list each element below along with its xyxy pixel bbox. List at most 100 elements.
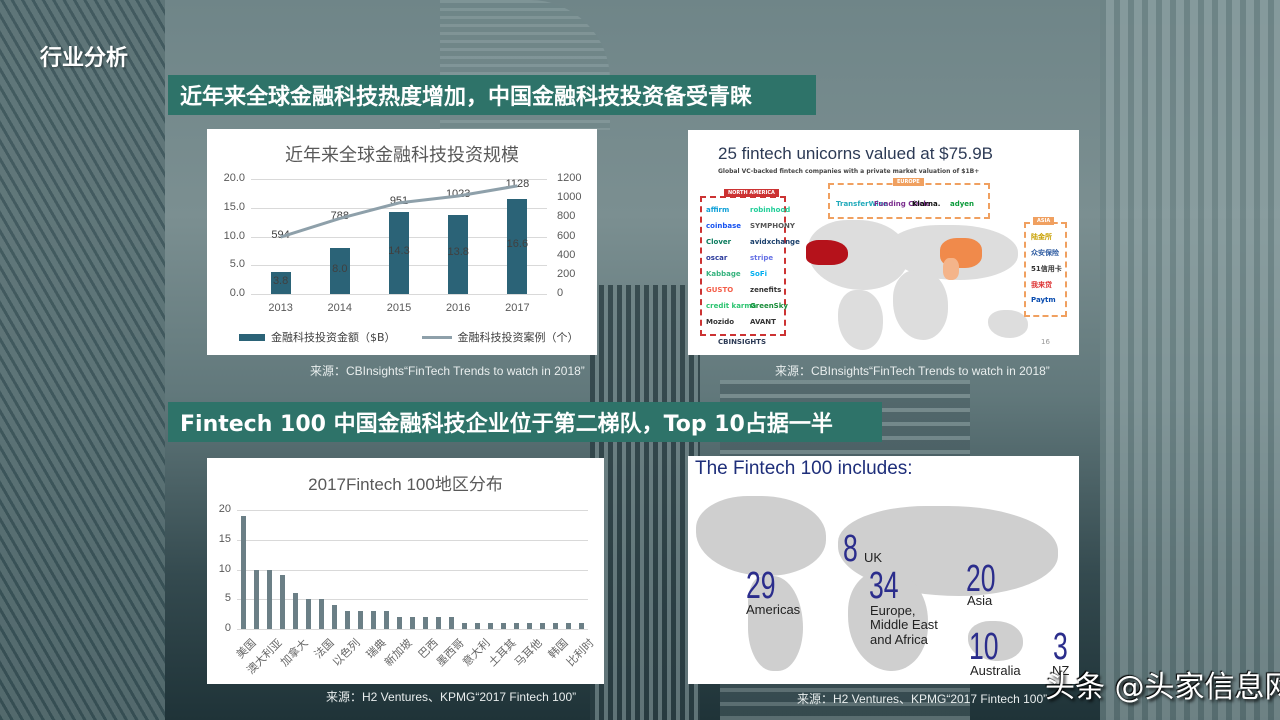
australia-count: 10 — [969, 626, 999, 668]
legend-bar-swatch — [239, 333, 265, 341]
bar — [267, 569, 272, 629]
bar — [488, 623, 493, 629]
page-number: 16 — [1041, 338, 1050, 346]
section-title: 行业分析 — [40, 46, 129, 71]
x-tick: 2015 — [386, 302, 412, 314]
cbinsights-logo: CBINSIGHTS — [718, 338, 767, 346]
background-building-mid — [590, 285, 700, 720]
company-logo: AVANT — [750, 318, 776, 326]
company-logo: zenefits — [750, 286, 782, 294]
gridline — [237, 539, 588, 541]
company-logo: credit karma — [706, 302, 757, 310]
x-tick: 新加坡 — [381, 636, 415, 669]
y-right-tick: 800 — [557, 210, 576, 223]
y-left-tick: 20.0 — [223, 172, 245, 184]
unicorns-map-image: 25 fintech unicorns valued at $75.9B Glo… — [688, 130, 1079, 355]
map-africa — [893, 270, 948, 340]
company-logo: Klarna. — [912, 200, 941, 208]
x-tick: 土耳其 — [485, 636, 519, 669]
company-logo: 众安保险 — [1031, 249, 1059, 257]
company-logo: stripe — [750, 254, 774, 262]
y-left-tick: 10.0 — [223, 229, 245, 242]
company-logo: adyen — [950, 200, 975, 208]
x-tick: 2013 — [268, 302, 293, 314]
y-tick: 5 — [224, 592, 231, 605]
x-tick: 2017 — [505, 302, 530, 314]
x-tick: 比利时 — [563, 636, 597, 669]
gridline — [237, 569, 588, 571]
bar — [306, 599, 311, 629]
asia-tag: ASIA — [1033, 217, 1055, 225]
bar — [410, 617, 415, 629]
bar — [345, 611, 350, 629]
fintech100-map-title: The Fintech 100 includes: — [695, 458, 913, 479]
y-right-tick: 1000 — [557, 191, 582, 204]
nz-count: 3 — [1053, 626, 1068, 668]
banner-investment-heat: 近年来全球金融科技热度增加，中国金融科技投资备受青睐 — [168, 75, 816, 115]
map-africa — [848, 571, 928, 671]
chart-title: 近年来全球金融科技投资规模 — [285, 145, 519, 166]
map-south-america — [838, 290, 883, 350]
y-right-tick: 400 — [557, 248, 576, 261]
bar — [579, 623, 584, 629]
legend-line-label: 金融科技投资案例（个） — [457, 331, 579, 344]
company-logo: Paytm — [1031, 296, 1056, 304]
chart-title: 2017Fintech 100地区分布 — [308, 475, 503, 494]
banner-fintech100: Fintech 100 中国金融科技企业位于第二梯队，Top 10占据一半 — [168, 402, 882, 442]
bar — [384, 611, 389, 629]
bar — [329, 248, 350, 294]
y-tick: 10 — [218, 562, 231, 575]
x-tick: 墨西哥 — [433, 636, 467, 669]
bar — [319, 599, 324, 629]
y-tick: 15 — [218, 532, 231, 545]
bar — [332, 605, 337, 629]
y-tick: 0 — [224, 622, 231, 634]
y-tick: 20 — [218, 503, 231, 515]
americas-label: Americas — [746, 602, 801, 617]
x-tick: 意大利 — [459, 636, 493, 669]
bar — [527, 623, 532, 629]
bar — [501, 623, 506, 629]
source-note-1: 来源：CBInsights“FinTech Trends to watch in… — [310, 364, 585, 378]
uk-count: 8 — [843, 528, 858, 570]
company-logo: 陆金所 — [1031, 233, 1052, 241]
bar — [553, 623, 558, 629]
bar — [389, 211, 409, 294]
bar — [449, 617, 454, 629]
company-logo: avidxchange — [750, 238, 800, 246]
company-logo: 51信用卡 — [1031, 265, 1062, 273]
bar-value-label: 14.3 — [388, 244, 410, 257]
line-value-label: 594 — [271, 229, 290, 242]
map-australia — [968, 621, 1023, 661]
gridline — [251, 294, 547, 295]
bar — [507, 198, 528, 294]
chart-legend: 金融科技投资金额（$B） 金融科技投资案例（个） — [239, 329, 579, 345]
y-right-tick: 200 — [557, 267, 576, 280]
background-building-left — [0, 0, 165, 720]
emea-count: 34 — [869, 565, 899, 607]
asia-count: 20 — [966, 558, 996, 600]
company-logo: GUSTO — [706, 286, 734, 294]
bar-value-label: 13.8 — [447, 246, 469, 259]
company-logo: Funding Circle — [874, 200, 931, 208]
bar-value-label: 8.0 — [332, 263, 348, 275]
company-logo: SYMPHONY — [750, 222, 795, 230]
bar — [397, 617, 402, 629]
americas-count: 29 — [746, 565, 776, 607]
source-note-3: 来源：H2 Ventures、KPMG“2017 Fintech 100” — [326, 690, 577, 704]
europe-tag: EUROPE — [893, 178, 924, 186]
unicorns-title: 25 fintech unicorns valued at $75.9B — [718, 144, 994, 163]
investment-scale-chart: 近年来全球金融科技投资规模 0.0 5.0 10.0 15.0 20.0 0 200 400 6… — [207, 129, 597, 355]
company-logo: robinhood — [750, 206, 791, 214]
fintech100-region-chart: 2017Fintech 100地区分布 0 5 10 15 20 美国 澳大利亚 加拿大 法国以… — [207, 458, 604, 684]
gridline — [251, 179, 547, 180]
emea-label: Europe, Middle East and Africa — [870, 603, 938, 647]
bar — [475, 623, 480, 629]
bar — [371, 611, 376, 629]
bar — [514, 623, 519, 629]
y-right-tick: 1200 — [557, 172, 582, 184]
source-note-2: 来源：CBInsights“FinTech Trends to watch in… — [775, 364, 1050, 378]
bar — [280, 575, 285, 629]
gridline — [237, 629, 588, 630]
source-note-4: 来源：H2 Ventures、KPMG“2017 Fintech 100” — [797, 692, 1048, 706]
